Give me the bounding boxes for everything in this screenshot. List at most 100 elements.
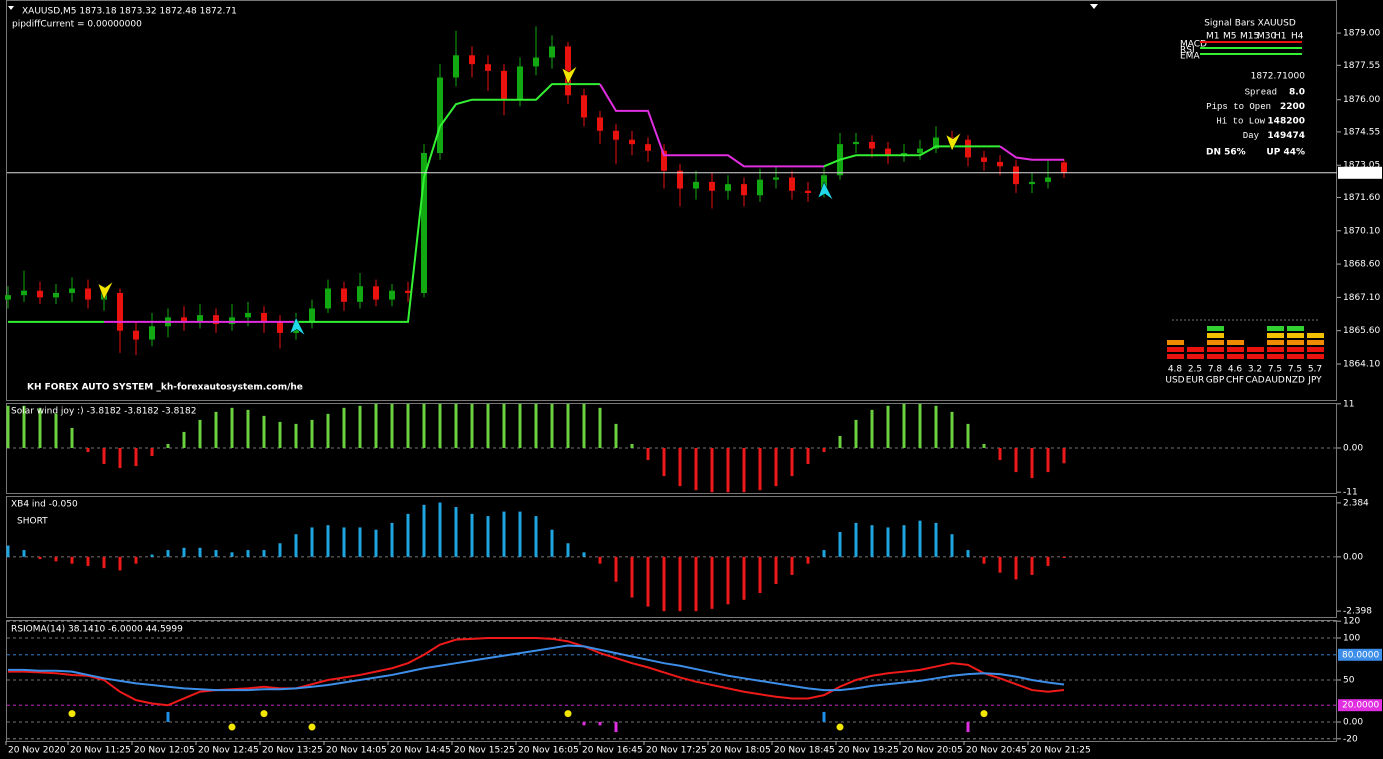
- candle-body: [885, 148, 891, 156]
- trend-line: [8, 83, 1000, 323]
- stat-label: Day: [1243, 131, 1260, 141]
- strength-value: 7.5: [1288, 365, 1302, 375]
- candle-body: [757, 179, 763, 196]
- x-tick-label: 20 Nov 19:25: [838, 746, 899, 756]
- signal-bar: [822, 711, 826, 723]
- candle-body: [917, 148, 923, 154]
- meter-slot: [1307, 354, 1324, 359]
- candle-body: [517, 66, 523, 100]
- strength-value: 7.8: [1208, 365, 1223, 375]
- level-box: [1338, 648, 1382, 661]
- signal-dot: [980, 710, 988, 718]
- y-tick-label: 0.00: [1343, 552, 1363, 562]
- meter-slot: [1267, 340, 1284, 345]
- panel-frame: [6, 496, 1337, 618]
- candle-body: [469, 55, 475, 65]
- x-tick-label: 20 Nov 13:25: [262, 746, 323, 756]
- candle-body: [869, 141, 875, 149]
- strength-value: 3.2: [1248, 365, 1262, 375]
- x-tick-label: 20 Nov 16:05: [518, 746, 579, 756]
- signal-bar: [598, 722, 602, 726]
- dn-percent: DN 56%: [1206, 148, 1246, 158]
- signal-arrow: [945, 132, 962, 152]
- candle-body: [149, 326, 155, 340]
- x-tick-label: 20 Nov 14:05: [326, 746, 387, 756]
- candle-body: [805, 190, 811, 194]
- candle-body: [69, 288, 75, 293]
- currency-label: EUR: [1186, 376, 1205, 386]
- candle-body: [581, 95, 587, 118]
- x-tick-label: 20 Nov 17:25: [646, 746, 707, 756]
- level-label: 20.0000: [1342, 701, 1379, 711]
- strength-value: 5.7: [1308, 365, 1322, 375]
- meter-slot: [1207, 340, 1224, 345]
- signal-bar: [166, 711, 170, 723]
- shift-marker: [1090, 4, 1098, 9]
- candle-body: [565, 46, 571, 96]
- currency-label: CHF: [1226, 376, 1244, 386]
- meter-slot: [1287, 333, 1304, 338]
- candle-body: [677, 170, 683, 189]
- y-tick-label: 1870.10: [1343, 226, 1380, 236]
- y-tick-label: 1871.60: [1343, 193, 1380, 203]
- currency-label: AUD: [1265, 376, 1285, 386]
- x-tick-label: 20 Nov 12:45: [198, 746, 259, 756]
- currency-label: CAD: [1245, 376, 1264, 386]
- signal-bar: [582, 722, 586, 726]
- timeframe-label: H1: [1274, 32, 1287, 42]
- candle-body: [661, 150, 667, 171]
- y-tick-label: 1879.00: [1343, 29, 1380, 39]
- meter-slot: [1267, 333, 1284, 338]
- signal-dot: [564, 710, 572, 718]
- candle-body: [1013, 166, 1019, 185]
- candle-body: [389, 290, 395, 300]
- candle-body: [133, 330, 139, 340]
- strength-value: 7.5: [1268, 365, 1282, 375]
- meter-slot: [1207, 347, 1224, 352]
- meter-slot: [1247, 347, 1264, 352]
- timeframe-label: M1: [1206, 32, 1220, 42]
- candle-body: [725, 184, 731, 191]
- candle-body: [245, 312, 251, 318]
- y-tick-label: 1877.55: [1343, 61, 1380, 71]
- indicator-label: MACD: [1180, 40, 1207, 50]
- candle-body: [597, 117, 603, 131]
- x-tick-label: 20 Nov 14:45: [390, 746, 451, 756]
- candle-body: [933, 137, 939, 149]
- menu-triangle[interactable]: [8, 6, 14, 10]
- currency-label: GBP: [1206, 376, 1225, 386]
- signal-arrow: [561, 65, 578, 85]
- timeframe-label: M15: [1240, 32, 1259, 42]
- y-tick-label: 1868.60: [1343, 260, 1380, 270]
- meter-slot: [1227, 347, 1244, 352]
- candle-body: [341, 288, 347, 302]
- candle-body: [213, 315, 219, 325]
- signal-dot: [260, 710, 268, 718]
- y-tick-label: 100: [1343, 633, 1360, 643]
- y-tick-label: 1864.10: [1343, 360, 1380, 370]
- candle-body: [645, 144, 651, 151]
- candle-body: [197, 315, 203, 322]
- y-tick-label: 0.00: [1343, 444, 1363, 454]
- candle-body: [421, 153, 427, 293]
- panel-title: Solar wind joy :) -3.8182 -3.8182 -3.818…: [11, 407, 196, 417]
- candle-body: [709, 181, 715, 191]
- candle-body: [853, 141, 859, 145]
- stat-value: 149474: [1267, 131, 1305, 141]
- meter-slot: [1287, 354, 1304, 359]
- x-tick-label: 20 Nov 11:25: [70, 746, 131, 756]
- meter-slot: [1187, 347, 1204, 352]
- candle-body: [1045, 177, 1051, 182]
- candle-body: [117, 292, 123, 331]
- candle-body: [533, 57, 539, 67]
- candle-body: [37, 290, 43, 298]
- stat-value: 2200: [1280, 102, 1305, 112]
- stat-value: 8.0: [1289, 88, 1305, 98]
- stat-label: Hi to Low: [1216, 116, 1265, 126]
- candle-body: [181, 317, 187, 322]
- candle-body: [277, 321, 283, 333]
- indicator-label: RSI: [1180, 46, 1195, 56]
- x-tick-label: 20 Nov 18:45: [774, 746, 835, 756]
- candle-body: [1029, 181, 1035, 185]
- x-tick-label: 20 Nov 21:25: [1030, 746, 1091, 756]
